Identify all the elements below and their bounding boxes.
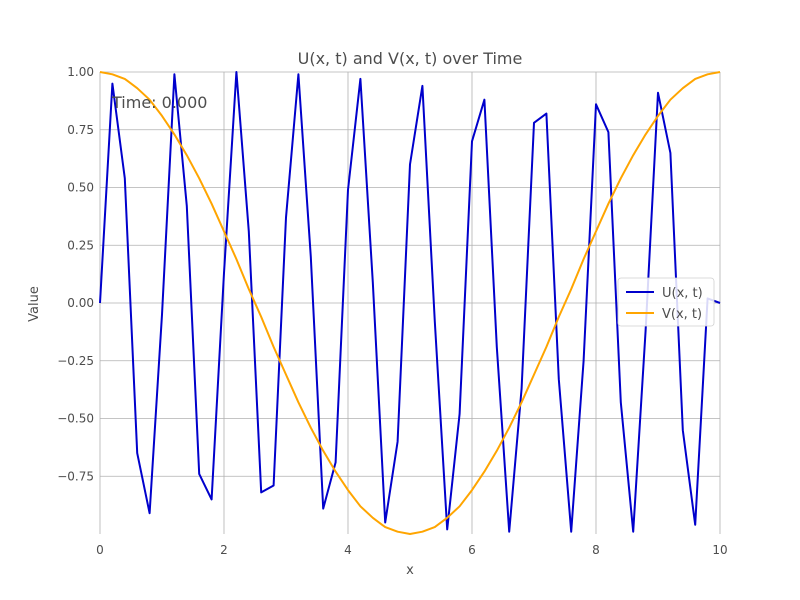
legend: U(x, t) V(x, t) [617, 277, 715, 327]
series-v-line [99, 71, 721, 535]
y-tick-label: −0.25 [57, 354, 94, 368]
y-tick-label: 0.25 [67, 238, 94, 252]
y-axis-label: Value [27, 286, 42, 322]
y-tick-label: 0.00 [67, 296, 94, 310]
x-tick-label: 6 [468, 543, 476, 557]
chart-title: U(x, t) and V(x, t) over Time [298, 49, 523, 68]
x-tick-label: 2 [220, 543, 228, 557]
tick-labels: 0 2 4 6 8 10 −0.75 −0.50 −0.25 0.00 0.25 0.50 0.75 1.… [57, 65, 727, 557]
y-tick-label: −0.75 [57, 469, 94, 483]
x-tick-label: 8 [592, 543, 600, 557]
series-layer [99, 71, 721, 535]
series-u-line [99, 71, 721, 533]
y-tick-label: 0.75 [67, 123, 94, 137]
x-tick-label: 4 [344, 543, 352, 557]
legend-label-u: U(x, t) [662, 286, 703, 301]
x-axis-label: x [406, 563, 414, 578]
y-tick-label: 1.00 [67, 65, 94, 79]
x-tick-label: 10 [712, 543, 727, 557]
y-tick-label: −0.50 [57, 412, 94, 426]
legend-label-v: V(x, t) [662, 307, 702, 322]
y-tick-label: 0.50 [67, 181, 94, 195]
time-annotation: Time: 0.000 [111, 93, 207, 112]
x-tick-label: 0 [96, 543, 104, 557]
